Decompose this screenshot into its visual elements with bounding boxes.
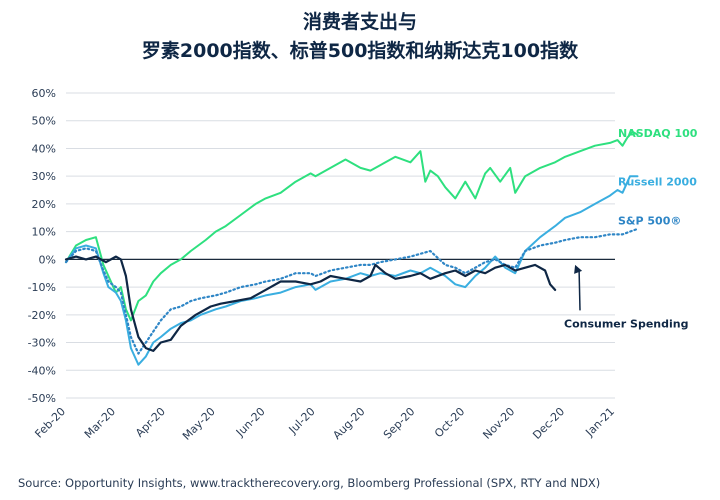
x-tick-label: Mar-20 bbox=[82, 405, 118, 441]
x-tick-label: Jan-21 bbox=[583, 405, 618, 440]
y-tick-label: 10% bbox=[32, 226, 56, 239]
x-tick-label: Aug-20 bbox=[330, 405, 367, 442]
series-label-sp500: S&P 500® bbox=[618, 215, 681, 228]
chart-title-line1: 消费者支出与 bbox=[302, 11, 417, 33]
y-tick-label: -50% bbox=[28, 392, 56, 405]
y-tick-label: 60% bbox=[32, 87, 56, 100]
series-line-consumer bbox=[64, 255, 557, 352]
x-tick-label: Jul-20 bbox=[286, 405, 318, 437]
x-tick-label: Oct-20 bbox=[432, 405, 467, 440]
source-note: Source: Opportunity Insights, www.trackt… bbox=[18, 476, 601, 490]
y-tick-label: 50% bbox=[32, 115, 56, 128]
series-line-sp500 bbox=[64, 227, 639, 355]
y-tick-label: 40% bbox=[32, 142, 56, 155]
series-lines bbox=[64, 130, 639, 366]
chart-title-line2: 罗素2000指数、标普500指数和纳斯达克100指数 bbox=[141, 40, 579, 62]
x-tick-label: Apr-20 bbox=[133, 405, 168, 440]
y-tick-label: 30% bbox=[32, 170, 56, 183]
y-tick-label: 0% bbox=[39, 253, 56, 266]
y-tick-label: -10% bbox=[28, 281, 56, 294]
series-labels: NASDAQ 100 Russell 2000 S&P 500® Consumer S… bbox=[564, 127, 698, 331]
y-tick-label: -20% bbox=[28, 309, 56, 322]
y-tick-label: -30% bbox=[28, 337, 56, 350]
x-tick-label: Sep-20 bbox=[381, 405, 418, 442]
x-tick-label: May-20 bbox=[180, 405, 218, 443]
x-tick-label: Dec-20 bbox=[530, 405, 567, 442]
series-line-nasdaq bbox=[65, 130, 639, 322]
x-tick-label: Nov-20 bbox=[480, 405, 517, 442]
annotation-arrow-head bbox=[574, 264, 583, 274]
series-label-russell: Russell 2000 bbox=[618, 176, 697, 189]
y-tick-label: -40% bbox=[28, 364, 56, 377]
annotation-arrow-line bbox=[578, 270, 581, 311]
grid bbox=[66, 92, 615, 399]
annotation-consumer-spending: Consumer Spending bbox=[564, 317, 688, 330]
x-axis-ticks: Feb-20 Mar-20 Apr-20 May-20 Jun-20 Jul-20 Aug-… bbox=[32, 405, 617, 443]
y-tick-label: 20% bbox=[32, 198, 56, 211]
x-tick-label: Feb-20 bbox=[32, 405, 68, 441]
x-tick-label: Jun-20 bbox=[233, 405, 268, 440]
chart-title: 消费者支出与 罗素2000指数、标普500指数和纳斯达克100指数 bbox=[0, 8, 720, 66]
series-line-russell bbox=[65, 175, 639, 366]
series-label-nasdaq: NASDAQ 100 bbox=[618, 127, 698, 140]
y-axis-ticks: 60% 50% 40% 30% 20% 10% 0% -10% -20% -30% -40% -50% bbox=[28, 87, 56, 405]
